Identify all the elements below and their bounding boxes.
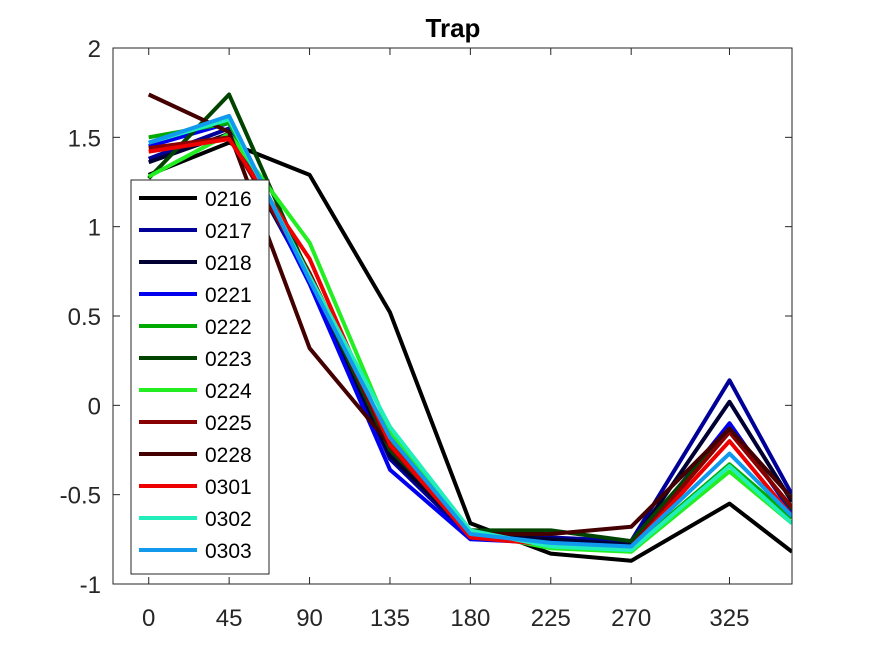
legend-label-0228: 0228 <box>205 444 252 467</box>
legend-label-0217: 0217 <box>205 220 252 243</box>
x-tick-label: 180 <box>450 605 490 632</box>
x-tick-label: 90 <box>296 605 323 632</box>
y-tick-label: 1 <box>88 215 101 242</box>
legend-label-0302: 0302 <box>205 508 252 531</box>
y-tick-label: 2 <box>88 36 101 63</box>
y-tick-label: 0.5 <box>68 304 101 331</box>
y-tick-label: 0 <box>88 393 101 420</box>
legend-label-0218: 0218 <box>205 252 252 275</box>
y-tick-label: -0.5 <box>60 483 101 510</box>
x-tick-label: 45 <box>216 605 243 632</box>
legend: 0216 0217 0218 0221 0222 0223 0224 0225 0228 0301… <box>130 179 270 575</box>
legend-label-0301: 0301 <box>205 476 252 499</box>
x-tick-label: 135 <box>370 605 410 632</box>
axes-layer: 0 45 90 135 180 225 270 325 -1 -0.5 0 0.5 1 1.5 2 <box>60 36 793 632</box>
legend-label-0216: 0216 <box>205 188 252 211</box>
y-tick-label: -1 <box>80 572 101 599</box>
x-tick-label: 270 <box>611 605 651 632</box>
series-line-0301 <box>148 137 792 551</box>
chart-title: Trap <box>426 13 481 43</box>
legend-label-0223: 0223 <box>205 348 252 371</box>
legend-label-0303: 0303 <box>205 540 252 563</box>
legend-label-0224: 0224 <box>205 380 252 403</box>
legend-box <box>130 179 270 575</box>
x-tick-label: 225 <box>531 605 571 632</box>
x-tick-label: 325 <box>709 605 749 632</box>
legend-label-0225: 0225 <box>205 412 252 435</box>
legend-label-0222: 0222 <box>205 316 252 339</box>
legend-label-0221: 0221 <box>205 284 252 307</box>
series-line-0303 <box>148 113 792 549</box>
x-tick-label: 0 <box>142 605 155 632</box>
y-tick-label: 1.5 <box>68 125 101 152</box>
